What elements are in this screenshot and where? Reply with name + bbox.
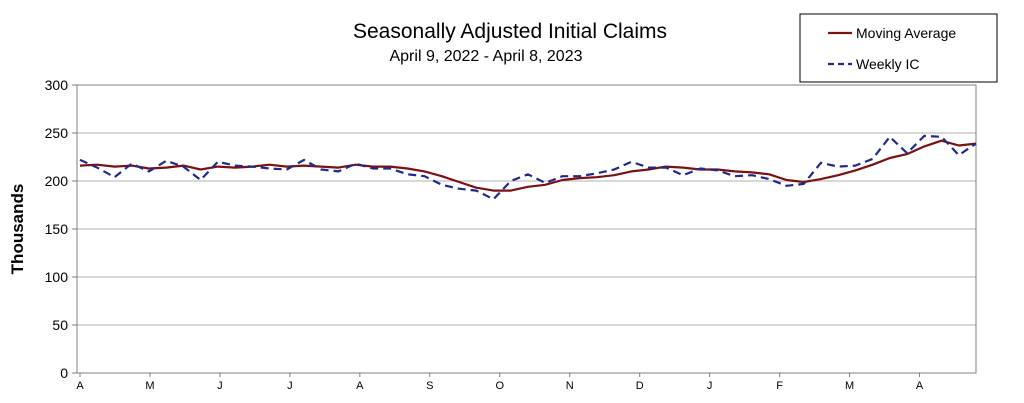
x-tick-label: N bbox=[566, 380, 574, 392]
legend-box bbox=[799, 13, 998, 83]
series-line-weekly-ic bbox=[79, 134, 977, 201]
x-tick-label: A bbox=[76, 380, 84, 392]
y-tick-label: 100 bbox=[45, 269, 69, 285]
x-tick-label: A bbox=[356, 380, 364, 392]
x-tick-label: D bbox=[636, 380, 644, 392]
y-tick-label: 150 bbox=[45, 221, 69, 237]
x-tick-label: F bbox=[776, 380, 783, 392]
legend-label-weekly-ic: Weekly IC bbox=[856, 56, 920, 72]
gridlines bbox=[77, 132, 976, 326]
x-tick-label: J bbox=[287, 380, 293, 392]
y-tick-label: 300 bbox=[45, 77, 69, 93]
y-axis-label: Thousands bbox=[8, 184, 27, 275]
y-axis-ticks: 0 50 100 150 200 250 300 bbox=[45, 77, 77, 381]
y-tick-label: 200 bbox=[45, 173, 69, 189]
x-tick-label: O bbox=[495, 380, 504, 392]
x-tick-label: J bbox=[217, 380, 223, 392]
y-tick-label: 50 bbox=[52, 317, 68, 333]
x-tick-label: M bbox=[145, 380, 154, 392]
series-group bbox=[79, 134, 977, 201]
chart-subtitle: April 9, 2022 - April 8, 2023 bbox=[389, 48, 582, 65]
x-tick-label: J bbox=[707, 380, 713, 392]
x-tick-label: M bbox=[845, 380, 854, 392]
series-line-moving-average bbox=[79, 139, 977, 192]
chart-title: Seasonally Adjusted Initial Claims bbox=[353, 20, 667, 43]
x-tick-label: S bbox=[426, 380, 433, 392]
legend-label-moving-average: Moving Average bbox=[856, 25, 956, 41]
y-tick-label: 0 bbox=[60, 365, 68, 381]
x-tick-label: A bbox=[916, 380, 924, 392]
y-tick-label: 250 bbox=[45, 125, 69, 141]
legend: Moving Average Weekly IC bbox=[799, 13, 998, 83]
